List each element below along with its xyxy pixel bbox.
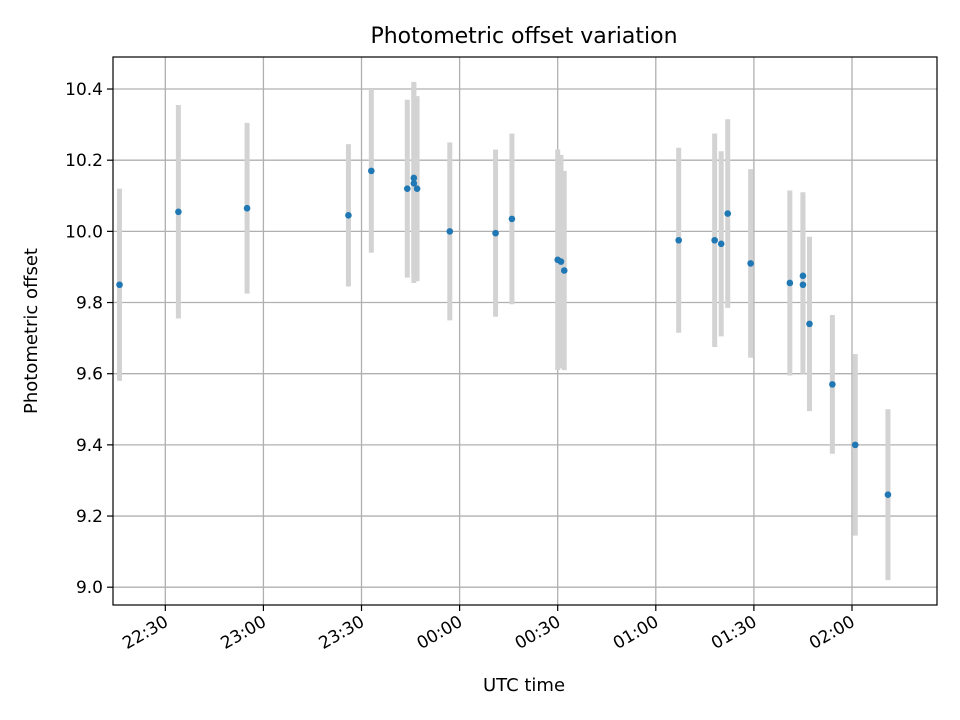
plot-frame xyxy=(112,56,938,606)
y-tick-label: 9.8 xyxy=(76,294,103,314)
data-point xyxy=(747,260,754,267)
error-bars xyxy=(117,81,891,581)
data-point xyxy=(446,228,454,235)
data-point xyxy=(403,185,411,192)
data-point xyxy=(345,212,352,219)
y-tick-label: 9.0 xyxy=(76,578,103,598)
x-tick-label: 00:30 xyxy=(512,612,564,654)
data-point xyxy=(557,258,565,265)
data-point xyxy=(806,320,813,328)
data-point xyxy=(884,491,892,498)
x-axis-label: UTC time xyxy=(483,675,565,696)
x-tick-label: 23:30 xyxy=(316,612,368,654)
data-point xyxy=(492,229,499,237)
x-tick-label: 01:00 xyxy=(610,612,662,654)
y-tick-label: 10.0 xyxy=(65,222,103,242)
data-point xyxy=(851,441,859,449)
data-point xyxy=(724,210,732,217)
y-tick-label: 10.4 xyxy=(65,80,103,100)
data-point xyxy=(508,215,516,223)
data-point xyxy=(116,281,123,289)
y-tick-label: 9.6 xyxy=(76,365,103,385)
data-point xyxy=(675,236,682,244)
data-point xyxy=(711,236,718,244)
grid-lines xyxy=(113,57,937,605)
data-point xyxy=(368,167,375,175)
axis-ticks: 22:30 23:00 23:30 00:00 00:30 01:00 01:30 02:00… xyxy=(65,80,858,654)
data-point xyxy=(829,381,836,388)
data-points xyxy=(116,167,892,498)
x-tick-label: 00:00 xyxy=(414,612,466,654)
chart-title: Photometric offset variation xyxy=(370,24,677,49)
data-point xyxy=(410,180,418,187)
y-axis-label: Photometric offset xyxy=(21,248,42,414)
data-point xyxy=(175,208,182,216)
y-tick-label: 10.2 xyxy=(65,151,103,171)
data-point xyxy=(413,185,421,192)
data-point xyxy=(560,267,568,274)
x-tick-label: 23:00 xyxy=(217,612,269,654)
data-point xyxy=(799,272,807,280)
x-tick-label: 22:30 xyxy=(119,612,171,654)
data-point xyxy=(410,174,418,182)
data-point xyxy=(717,240,725,248)
x-tick-label: 01:30 xyxy=(708,612,760,654)
data-point xyxy=(799,281,807,289)
data-point xyxy=(786,279,794,287)
data-point xyxy=(243,204,251,212)
x-tick-label: 02:00 xyxy=(806,612,858,654)
y-tick-label: 9.2 xyxy=(76,507,103,527)
y-tick-label: 9.4 xyxy=(76,436,103,456)
